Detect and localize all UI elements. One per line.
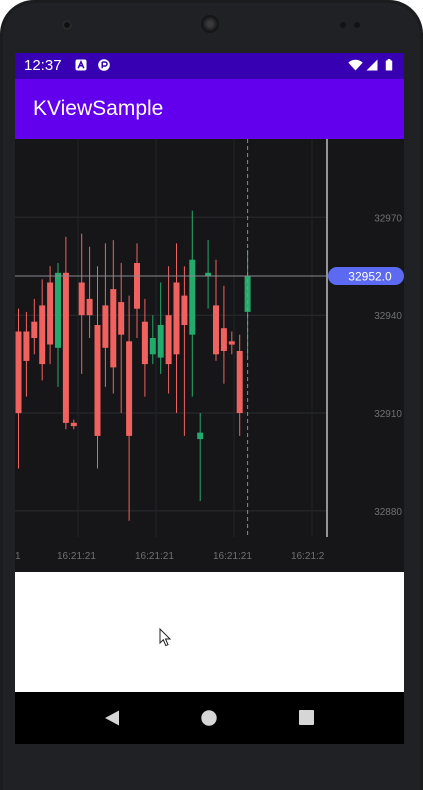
candle: [197, 413, 204, 502]
time-tick-label: 16:21:21: [135, 551, 174, 562]
candle-body: [228, 341, 235, 345]
candle: [78, 233, 85, 374]
candle-body: [134, 263, 140, 309]
candle-body: [181, 295, 188, 325]
candle-body: [110, 289, 117, 368]
candle: [149, 315, 156, 365]
navigation-bar: [15, 692, 404, 744]
proximity-sensor: [340, 22, 346, 28]
candlestick-chart[interactable]: 32970 32940 32910 32880 1 16:21:21 16:21:21 16…: [15, 139, 404, 571]
front-camera: [62, 20, 72, 30]
candle-body: [62, 272, 69, 423]
candle-body: [23, 331, 30, 361]
signal-icon: [366, 59, 378, 71]
battery-icon: [385, 59, 393, 71]
time-tick-label: 16:21:21: [57, 551, 96, 562]
time-tick-label: 16:21:21: [213, 551, 252, 562]
earpiece-speaker: [201, 15, 219, 33]
detail-panel[interactable]: [15, 572, 404, 692]
candle-body: [47, 282, 54, 345]
candles-layer: [15, 210, 251, 521]
price-axis: 32970 32940 32910 32880: [326, 139, 402, 537]
candle: [110, 240, 117, 394]
candle-body: [236, 351, 243, 413]
candle: [213, 259, 219, 361]
a-notification-icon: [75, 59, 87, 71]
candle: [189, 210, 196, 397]
candle-body: [15, 331, 22, 414]
back-button[interactable]: [104, 710, 120, 726]
wifi-icon: [348, 59, 363, 71]
mouse-cursor-icon: [159, 628, 172, 647]
candle: [220, 285, 227, 384]
candle-body: [205, 272, 212, 277]
candle: [39, 279, 46, 381]
candle: [118, 263, 125, 413]
candle-body: [197, 432, 204, 440]
candle: [23, 311, 30, 397]
candle: [228, 331, 235, 355]
candle-body: [94, 325, 101, 436]
candle: [86, 246, 93, 338]
candle: [126, 295, 133, 521]
chart-canvas[interactable]: 32970 32940 32910 32880 1 16:21:21 16:21:21 16…: [15, 139, 404, 571]
time-tick-label: 1: [15, 551, 21, 562]
price-tick-label: 32880: [374, 507, 402, 518]
candle-body: [126, 341, 133, 436]
candle: [181, 266, 188, 436]
candle: [157, 282, 164, 374]
app-title: KViewSample: [33, 97, 164, 120]
candle: [134, 243, 140, 338]
recents-button[interactable]: [299, 710, 314, 725]
home-button[interactable]: [201, 710, 217, 726]
price-tick-label: 32970: [374, 213, 402, 224]
price-badge-label: 32952.0: [348, 270, 392, 284]
device-screen: 12:37 KViewSample: [15, 53, 404, 744]
crosshair: 32952.0: [15, 139, 404, 537]
app-notification-icon: [98, 59, 110, 71]
candle: [31, 298, 38, 355]
candle: [165, 266, 172, 394]
candle-body: [220, 328, 227, 351]
candle: [62, 236, 69, 430]
candle: [205, 240, 212, 309]
candle-body: [173, 282, 180, 355]
candle-body: [189, 259, 196, 335]
candle-body: [39, 305, 46, 365]
candle: [70, 419, 77, 430]
light-sensor: [354, 22, 360, 28]
candle: [55, 263, 61, 387]
candle-body: [70, 422, 77, 427]
candle: [173, 243, 180, 413]
candle-body: [165, 315, 172, 365]
candle: [102, 243, 109, 387]
candle: [141, 298, 148, 397]
crosshair-price-badge: 32952.0: [328, 267, 404, 285]
price-tick-label: 32940: [374, 311, 402, 322]
candle-body: [141, 321, 148, 365]
candle-body: [149, 338, 156, 355]
candle-body: [157, 325, 164, 358]
time-axis: 1 16:21:21 16:21:21 16:21:21 16:21:2: [15, 551, 325, 562]
status-time: 12:37: [24, 57, 62, 74]
candle-body: [213, 305, 219, 355]
candle: [15, 308, 22, 469]
app-bar: KViewSample: [15, 79, 404, 139]
candle: [94, 266, 101, 469]
candle-body: [118, 302, 125, 335]
price-badge-background: [328, 267, 404, 285]
candle-body: [55, 272, 61, 348]
candle-body: [102, 305, 109, 348]
candle-body: [86, 298, 93, 316]
candle-body: [31, 321, 38, 338]
candle: [236, 334, 243, 436]
candle-body: [78, 282, 85, 316]
time-tick-label: 16:21:2: [291, 551, 325, 562]
candle: [47, 266, 54, 365]
status-bar: 12:37: [15, 53, 404, 79]
price-tick-label: 32910: [374, 409, 402, 420]
